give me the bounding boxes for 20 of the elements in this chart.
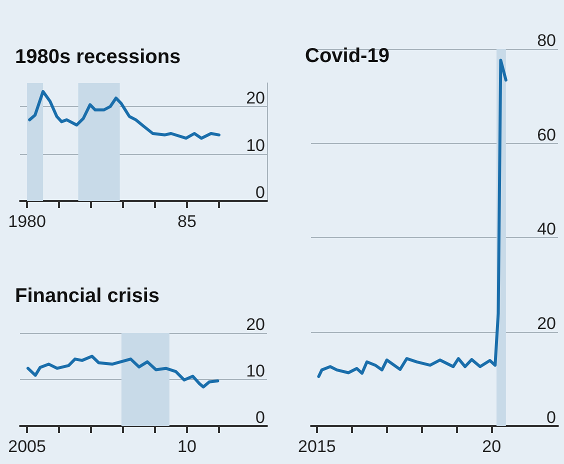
y-tick-label: 20 (537, 314, 556, 333)
y-tick-label: 20 (246, 88, 265, 108)
x-tick-label: 10 (178, 437, 196, 456)
x-tick-label: 1980 (8, 212, 46, 231)
chart-title: Financial crisis (15, 285, 160, 307)
x-tick-label: 85 (178, 212, 196, 231)
y-tick-label: 80 (537, 31, 556, 50)
y-tick-label: 10 (246, 136, 265, 155)
chart-title: 1980s recessions (15, 46, 181, 68)
x-tick-label: 2005 (8, 437, 46, 456)
x-tick-label: 20 (482, 437, 502, 456)
y-tick-label: 40 (537, 220, 556, 238)
chart-title: Covid-19 (305, 45, 390, 67)
y-tick-label: 60 (537, 125, 556, 144)
y-tick-label: 0 (256, 183, 265, 202)
y-tick-label: 20 (246, 315, 265, 334)
x-tick-label: 2015 (298, 437, 336, 456)
y-tick-label: 10 (246, 362, 265, 380)
y-tick-label: 0 (546, 408, 556, 427)
y-tick-label: 0 (256, 408, 265, 427)
